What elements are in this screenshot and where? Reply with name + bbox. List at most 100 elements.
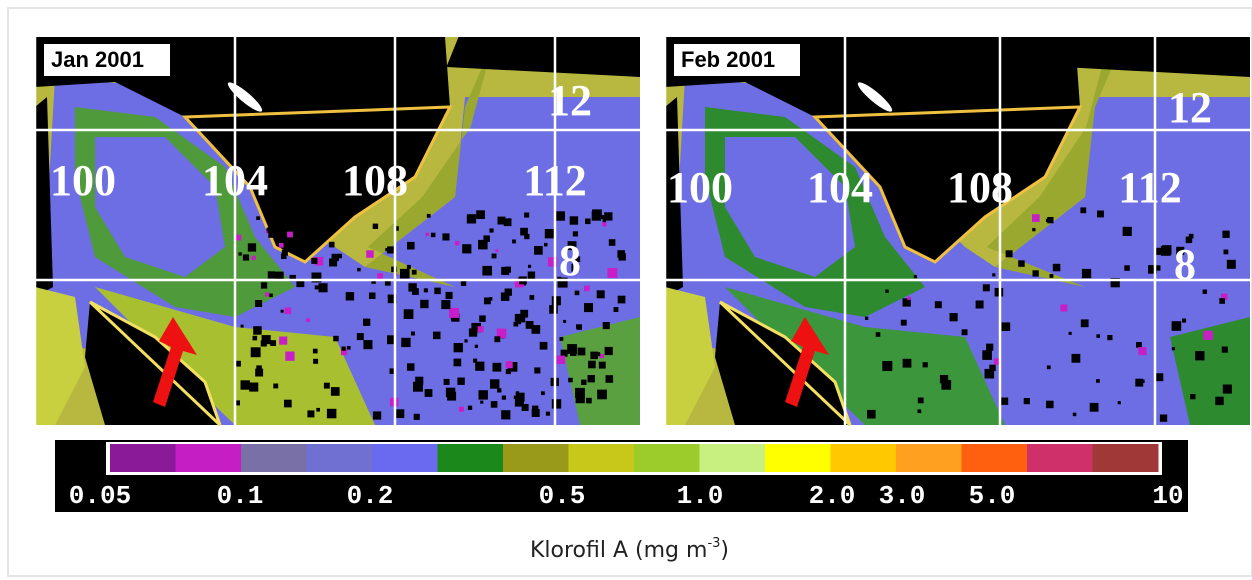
speckle <box>480 401 483 404</box>
colorbar-swatch <box>700 444 766 472</box>
speckle <box>605 347 613 355</box>
speckle <box>885 290 888 293</box>
speckle <box>279 243 284 248</box>
speckle <box>498 217 506 225</box>
speckle <box>617 250 625 258</box>
speckle <box>253 336 258 341</box>
speckle <box>581 380 586 385</box>
speckle <box>475 345 478 348</box>
speckle <box>1096 334 1100 338</box>
speckle <box>241 380 250 389</box>
speckle <box>578 348 586 356</box>
speckle <box>270 340 276 346</box>
speckle <box>1024 398 1030 404</box>
speckle <box>1223 385 1232 394</box>
speckle <box>279 337 287 345</box>
speckle <box>313 214 317 218</box>
speckle <box>400 269 410 279</box>
speckle <box>473 359 477 363</box>
speckle <box>1096 379 1100 383</box>
speckle <box>927 249 932 254</box>
speckle <box>281 310 284 313</box>
speckle <box>411 332 415 336</box>
speckle <box>614 307 619 312</box>
speckle <box>331 387 340 396</box>
speckle <box>264 207 271 214</box>
speckle <box>484 298 491 305</box>
speckle <box>255 300 262 307</box>
speckle <box>315 285 319 289</box>
speckle <box>976 301 984 309</box>
speckle <box>876 332 881 337</box>
speckle <box>607 268 617 278</box>
speckle <box>1006 250 1013 257</box>
speckle <box>532 325 541 334</box>
colorbar-tick-label: 0.1 <box>217 481 264 511</box>
colorbar-swatch <box>1093 444 1159 472</box>
speckle <box>1160 415 1167 422</box>
speckle <box>502 396 506 400</box>
colorbar-tick-label: 0.5 <box>539 481 586 511</box>
speckle <box>239 252 242 255</box>
speckle <box>287 232 293 238</box>
speckle <box>478 326 484 332</box>
colorbar-swatch <box>896 444 962 472</box>
speckle <box>319 283 328 292</box>
speckle <box>918 398 924 404</box>
speckle <box>522 404 529 411</box>
speckle <box>528 272 535 279</box>
speckle <box>1032 228 1035 231</box>
colorbar-tick-label: 0.2 <box>347 481 394 511</box>
speckle <box>433 332 441 340</box>
speckle <box>396 409 405 418</box>
speckle <box>901 320 907 326</box>
speckle <box>618 296 626 304</box>
speckle <box>248 243 256 251</box>
speckle <box>407 363 415 371</box>
speckle <box>243 254 249 260</box>
speckle <box>914 275 917 278</box>
speckle <box>301 223 306 228</box>
colorbar-tick-label: 5.0 <box>969 481 1016 511</box>
speckle <box>475 362 484 371</box>
colorbar-swatch <box>110 444 176 472</box>
speckle <box>1018 260 1024 267</box>
speckle <box>489 228 493 232</box>
speckle <box>316 408 320 412</box>
colorbar-swatch <box>307 444 373 472</box>
speckle <box>512 240 516 244</box>
speckle <box>281 254 287 260</box>
speckle <box>568 378 573 383</box>
colorbar-swatch <box>503 444 569 472</box>
speckle <box>1190 394 1195 399</box>
speckle <box>586 398 592 404</box>
speckle <box>454 359 462 367</box>
speckle <box>939 231 949 241</box>
speckle <box>865 317 868 320</box>
speckle <box>479 315 486 322</box>
figure: 100104108112128Jan 2001 100104108112128F… <box>0 0 1252 580</box>
speckle <box>1219 298 1225 304</box>
speckle <box>567 344 577 354</box>
speckle <box>1047 365 1051 369</box>
speckle <box>907 296 911 300</box>
speckle <box>467 214 476 223</box>
grid-label: 104 <box>202 156 268 205</box>
speckle <box>528 265 531 268</box>
speckle <box>329 242 335 248</box>
speckle <box>940 375 948 383</box>
speckle <box>1107 335 1112 340</box>
speckle <box>549 305 558 314</box>
speckle <box>514 322 519 327</box>
speckle <box>441 300 450 309</box>
speckle <box>573 218 578 223</box>
speckle <box>528 325 531 328</box>
speckle <box>1141 380 1145 384</box>
speckle <box>1222 347 1228 353</box>
speckle <box>373 224 378 229</box>
speckle <box>1124 265 1130 271</box>
speckle <box>506 369 511 374</box>
speckle <box>261 282 267 288</box>
speckle <box>346 292 354 300</box>
